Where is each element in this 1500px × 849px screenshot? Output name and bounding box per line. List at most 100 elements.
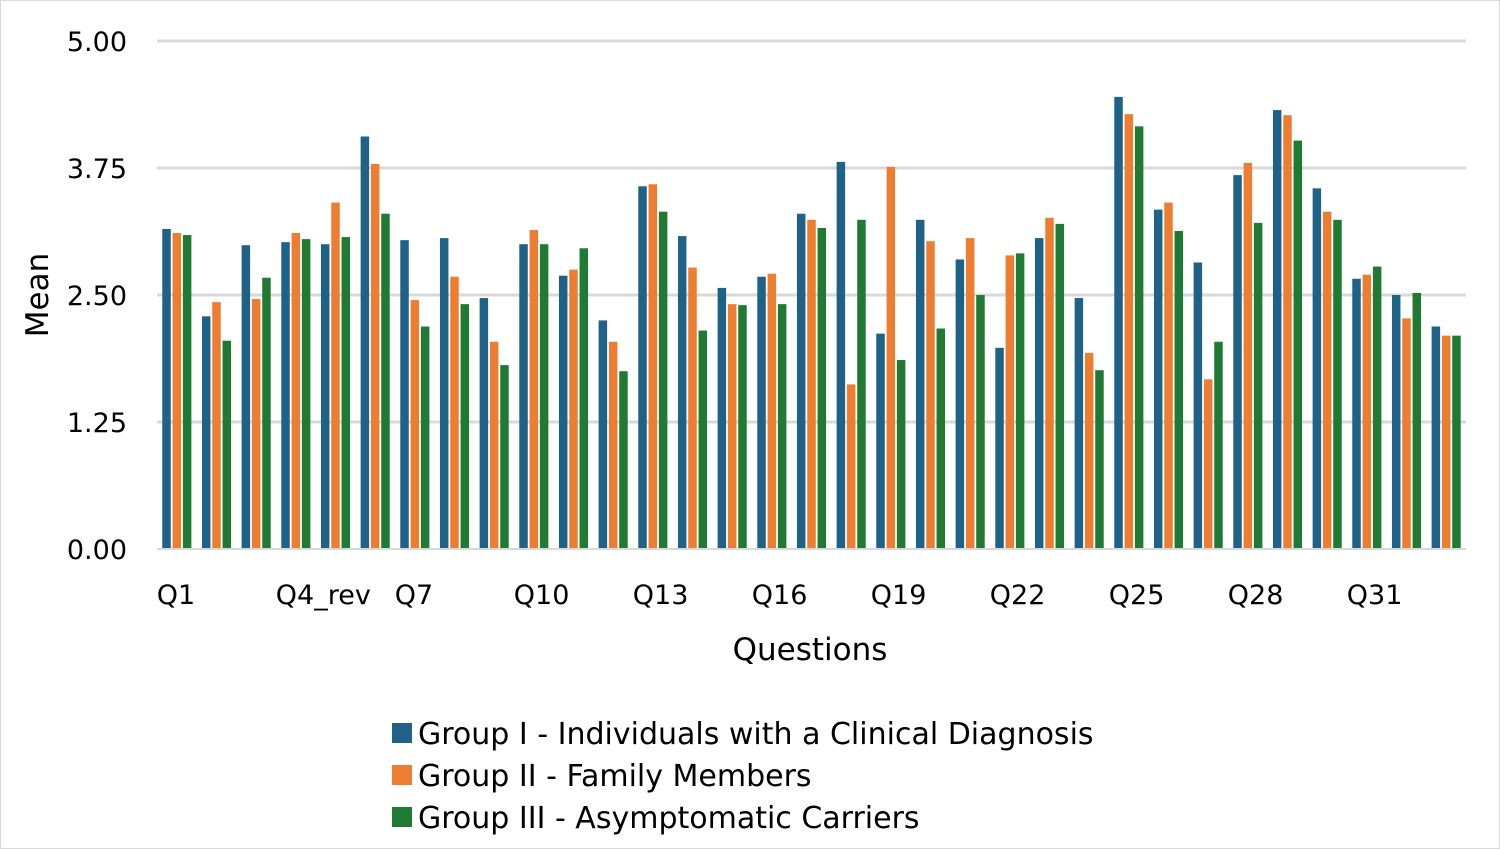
legend-label: Group II - Family Members [418, 759, 812, 794]
legend-label: Group I - Individuals with a Clinical Di… [418, 717, 1094, 752]
bar-Q3-series-2 [251, 299, 261, 549]
bar-Q28-series-1 [1233, 175, 1242, 550]
bar-Q24-series-1 [1074, 298, 1084, 549]
bar-Q25-series-2 [1124, 114, 1134, 550]
bar-Q32-series-3 [1412, 292, 1422, 549]
bar-Q12-series-1 [598, 320, 608, 549]
bar-Q13-series-2 [648, 184, 658, 549]
bar-Q21-series-3 [976, 295, 985, 549]
x-axis-ticks: Q1 Q4_rev Q7 Q10 Q13 Q16 Q19 Q22 Q25 Q28 Q31 [157, 580, 1403, 611]
y-tick-label: 1.25 [67, 408, 127, 439]
bar-Q11-series-1 [558, 275, 568, 549]
bar-Q8-series-3 [460, 304, 470, 549]
bar-Q13-series-1 [638, 186, 647, 550]
bar-Q29-series-2 [1283, 115, 1292, 550]
bar-Q31-series-3 [1372, 266, 1382, 549]
bar-Q9-series-1 [479, 298, 489, 549]
bar-Q29-series-3 [1293, 140, 1303, 549]
bar-Q2-series-2 [212, 302, 221, 549]
bar-Q5-series-2 [331, 202, 340, 550]
bar-Q26-series-2 [1164, 202, 1173, 550]
bar-Q27-series-1 [1193, 262, 1203, 549]
bar-Q20-series-1 [915, 219, 925, 549]
bar-Q27-series-2 [1203, 379, 1213, 549]
bar-Q8-series-2 [450, 276, 459, 549]
bar-Q19-series-1 [876, 333, 885, 549]
bar-Q19-series-2 [886, 166, 896, 550]
bar-Q33-series-1 [1431, 326, 1441, 549]
bar-Q14-series-3 [698, 330, 708, 549]
x-tick-label: Q1 [157, 580, 195, 611]
bar-Q16-series-3 [777, 304, 787, 549]
bar-Q24-series-2 [1084, 352, 1094, 549]
bar-Q4_rev-series-3 [301, 239, 311, 549]
bar-Q32-series-1 [1391, 295, 1401, 549]
bar-Q29-series-1 [1272, 110, 1282, 549]
bar-Q10-series-2 [529, 229, 539, 550]
bar-Q7-series-1 [400, 240, 409, 549]
bar-Q23-series-2 [1045, 217, 1054, 549]
bar-Q17-series-3 [817, 227, 827, 549]
bar-Q17-series-1 [796, 213, 806, 549]
x-tick-label: Q13 [633, 580, 689, 611]
bar-Q25-series-1 [1114, 96, 1123, 549]
bar-Q25-series-3 [1134, 126, 1144, 549]
bar-Q4_rev-series-2 [291, 233, 301, 549]
y-tick-label: 5.00 [67, 27, 127, 58]
bar-Q24-series-3 [1095, 370, 1104, 549]
bar-Q32-series-2 [1402, 318, 1411, 549]
bar-Q33-series-2 [1441, 335, 1451, 549]
x-tick-label: Q28 [1228, 580, 1284, 611]
bar-Q1-series-1 [162, 228, 171, 549]
bar-Q9-series-2 [489, 341, 499, 549]
bar-Q22-series-1 [995, 347, 1004, 549]
x-tick-label: Q10 [514, 580, 570, 611]
legend: Group I - Individuals with a Clinical Di… [392, 717, 1094, 836]
x-tick-label: Q7 [395, 580, 433, 611]
bar-Q26-series-1 [1153, 209, 1163, 549]
bar-Q7-series-3 [420, 326, 430, 549]
bar-Q7-series-2 [410, 300, 420, 549]
bar-Q1-series-2 [172, 233, 182, 549]
legend-swatch [392, 807, 412, 827]
y-tick-label: 0.00 [67, 535, 127, 566]
x-tick-label: Q16 [752, 580, 808, 611]
bar-Q12-series-2 [608, 341, 618, 549]
bar-Q4_rev-series-1 [281, 242, 290, 550]
bar-Q22-series-2 [1005, 255, 1015, 549]
x-axis-title: Questions [733, 632, 888, 668]
bar-Q10-series-3 [539, 244, 549, 549]
bar-Q19-series-3 [896, 360, 906, 549]
bar-Q13-series-3 [658, 211, 668, 549]
bar-Q18-series-1 [836, 161, 846, 549]
bar-Q31-series-2 [1362, 274, 1372, 549]
bar-Q2-series-1 [201, 316, 211, 549]
bar-Q31-series-1 [1352, 278, 1361, 549]
x-tick-label: Q4_rev [276, 580, 371, 611]
bar-Q3-series-3 [262, 277, 271, 549]
y-axis-ticks: 0.00 1.25 2.50 3.75 5.00 [67, 27, 127, 566]
bar-Q6-series-2 [370, 163, 380, 549]
bar-Q8-series-1 [439, 238, 449, 549]
bar-Q15-series-3 [738, 305, 747, 549]
bar-Q6-series-1 [360, 136, 370, 549]
bar-Q27-series-3 [1214, 341, 1223, 549]
legend-label: Group III - Asymptomatic Carriers [418, 801, 920, 836]
bar-Q30-series-3 [1333, 219, 1342, 549]
bar-Q23-series-1 [1034, 238, 1044, 549]
bar-Q11-series-2 [569, 269, 578, 549]
legend-swatch [392, 765, 412, 785]
bar-Q20-series-3 [936, 328, 946, 549]
y-tick-label: 2.50 [67, 281, 127, 312]
bar-Q15-series-2 [727, 304, 737, 549]
x-tick-label: Q22 [990, 580, 1046, 611]
bar-Q21-series-1 [955, 259, 965, 549]
bar-Q26-series-3 [1174, 230, 1184, 550]
bar-Q30-series-1 [1312, 188, 1322, 549]
legend-swatch [392, 723, 412, 743]
bar-Q14-series-1 [677, 236, 687, 549]
bar-Q5-series-3 [341, 237, 351, 549]
bar-Q16-series-2 [767, 273, 777, 549]
bar-Q15-series-1 [717, 287, 727, 549]
bar-Q3-series-1 [241, 245, 251, 549]
